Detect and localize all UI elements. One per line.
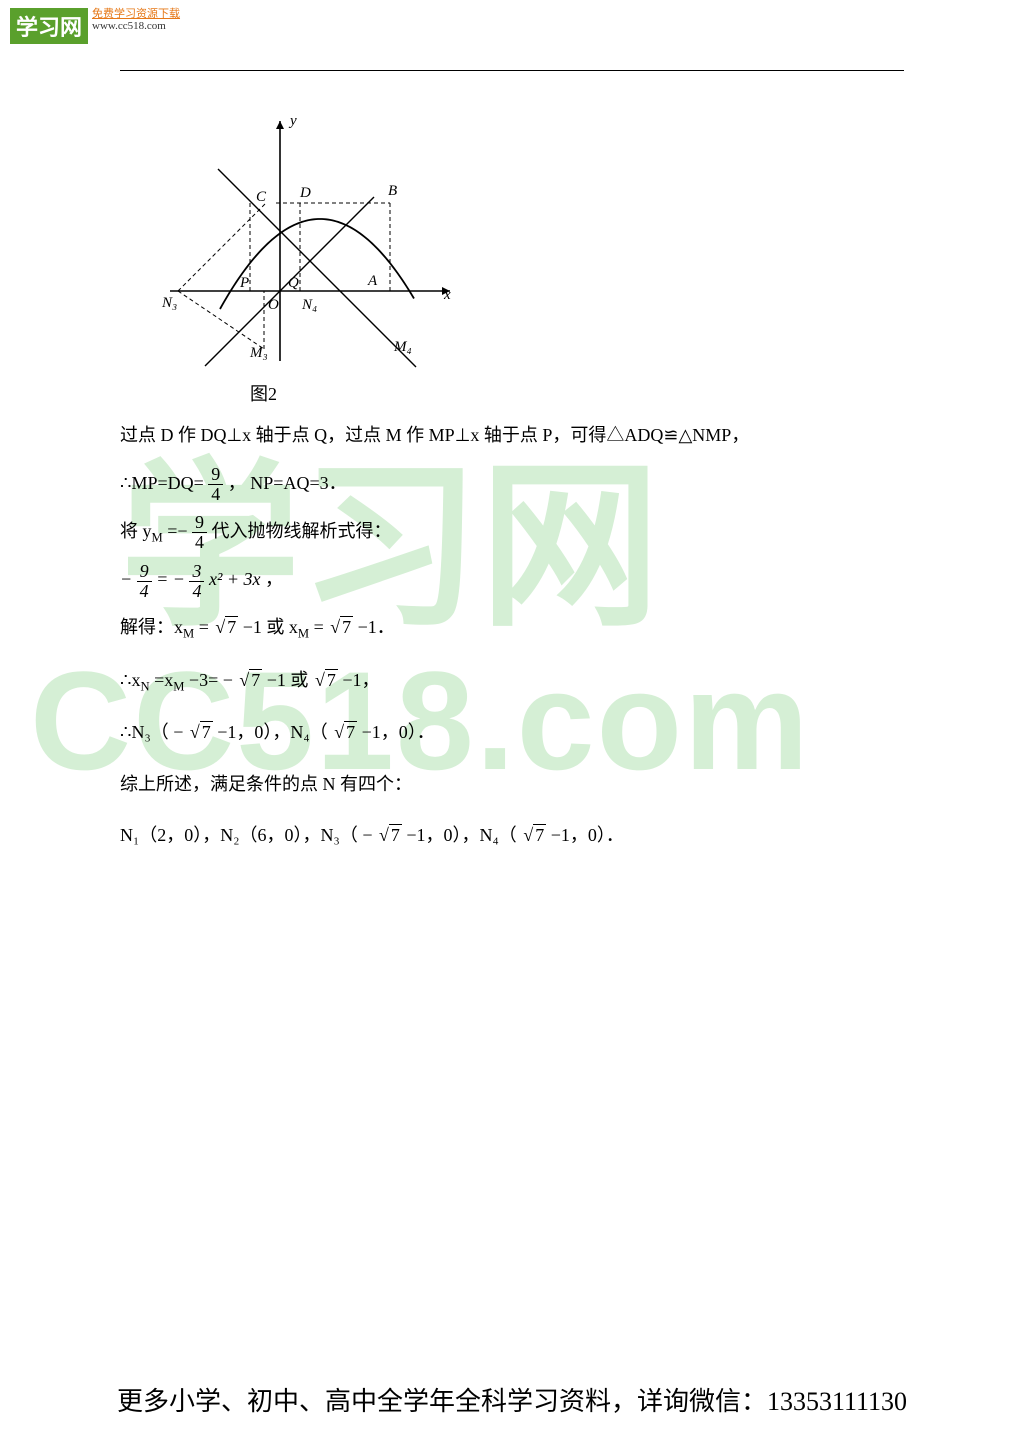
svg-text:M₄: M₄ [393,339,412,355]
logo-subtext: 免费学习资源下载 www.cc518.com [92,8,180,32]
line-9: N₁（2，0），N₂（6，0），N₃（ − √7 −1，0），N₄（ √7 −1… [120,816,904,856]
figure-svg: y x O A B C D P Q N₃ N₄ M₃ M₄ [160,111,460,371]
svg-text:Q: Q [288,275,299,291]
line-5: 解得：xM = √7 −1 或 xM = √7 −1． [120,608,904,648]
line-8: 综上所述，满足条件的点 N 有四个： [120,765,904,805]
svg-text:N₃: N₃ [161,295,177,311]
logo-text: 学习网 [10,8,88,44]
svg-text:N₄: N₄ [301,297,317,313]
sqrt: √7 [213,608,238,648]
fraction: 3 4 [189,562,204,601]
page-content: y x O A B C D P Q N₃ N₄ M₃ M₄ 图2 过点 D 作 DQ⊥x 轴于点 Q，过… [120,70,904,864]
svg-text:x: x [443,287,451,303]
svg-text:O: O [268,297,279,313]
site-logo: 学习网 免费学习资源下载 www.cc518.com [10,8,180,44]
fraction: 9 4 [192,513,207,552]
sqrt: √7 [377,816,402,856]
fraction: 9 4 [208,465,223,504]
line-eq: − 9 4 = − 3 4 x² + 3x ， [120,560,904,600]
sqrt: √7 [313,661,338,701]
fraction: 9 4 [137,562,152,601]
sqrt: √7 [188,713,213,753]
svg-text:C: C [256,189,267,205]
svg-text:y: y [288,113,297,129]
sqrt: √7 [237,661,262,701]
logo-url: www.cc518.com [92,20,180,32]
logo-tagline: 免费学习资源下载 [92,8,180,20]
sqrt: √7 [328,608,353,648]
figure-caption: 图2 [250,380,904,406]
line-7: ∴N₃（ − √7 −1，0），N₄（ √7 −1，0）． [120,713,904,753]
sqrt: √7 [332,713,357,753]
sqrt: √7 [521,816,546,856]
line-1: 过点 D 作 DQ⊥x 轴于点 Q，过点 M 作 MP⊥x 轴于点 P，可得△A… [120,416,904,456]
page-footer: 更多小学、初中、高中全学年全科学习资料，详询微信：13353111130 [0,1381,1024,1418]
line-6: ∴xN =xM −3= − √7 −1 或 √7 −1， [120,661,904,701]
solution-text: 过点 D 作 DQ⊥x 轴于点 Q，过点 M 作 MP⊥x 轴于点 P，可得△A… [120,416,904,856]
line-3: 将 yM =− 9 4 代入抛物线解析式得： [120,512,904,552]
svg-text:B: B [388,183,397,199]
svg-text:P: P [239,275,249,291]
svg-text:A: A [367,273,378,289]
svg-text:D: D [299,185,311,201]
line-2: ∴MP=DQ= 9 4 ， NP=AQ=3． [120,464,904,504]
figure: y x O A B C D P Q N₃ N₄ M₃ M₄ 图2 [160,111,904,406]
svg-text:M₃: M₃ [249,345,268,361]
